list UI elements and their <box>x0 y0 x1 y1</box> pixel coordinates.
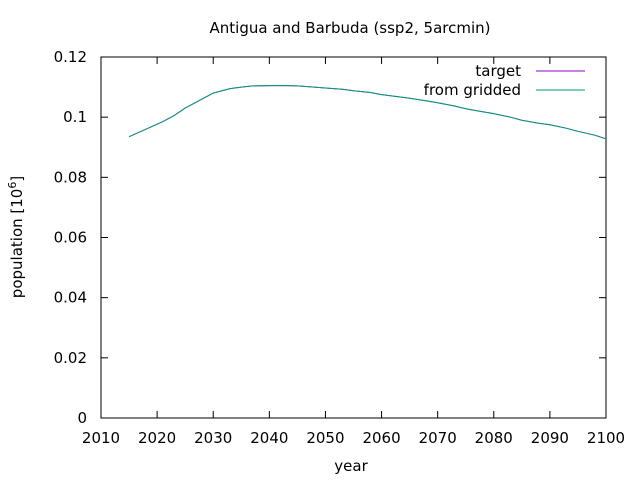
legend: target from gridded <box>424 62 585 99</box>
y-tick-label: 0 <box>77 409 87 427</box>
plot-frame <box>100 56 607 419</box>
y-axis-label-main: population [10 <box>8 189 26 299</box>
x-tick-label: 2100 <box>587 429 625 447</box>
y-tick-label: 0.1 <box>63 108 87 126</box>
y-axis-label-superscript: 6 <box>6 182 19 189</box>
legend-label-target: target <box>475 62 521 80</box>
series-lines <box>128 85 607 140</box>
x-tick-label: 2070 <box>419 429 457 447</box>
y-axis-label-end: ] <box>8 176 26 182</box>
x-axis-label: year <box>334 457 368 475</box>
y-axis-label: population [106] <box>6 176 26 298</box>
x-tick-label: 2050 <box>306 429 344 447</box>
y-tick-label: 0.04 <box>54 289 87 307</box>
x-tick-label: 2020 <box>138 429 176 447</box>
series-line-target <box>128 85 607 140</box>
legend-label-from-gridded: from gridded <box>424 81 521 99</box>
axis-ticks: 2010 2020 2030 2040 2050 2060 2070 2080 2090 2100… <box>54 48 626 447</box>
chart-title: Antigua and Barbuda (ssp2, 5arcmin) <box>210 19 491 37</box>
y-tick-label: 0.06 <box>54 229 87 247</box>
y-tick-label: 0.08 <box>54 168 87 186</box>
x-tick-label: 2090 <box>531 429 569 447</box>
series-line-from-gridded <box>128 85 607 140</box>
y-tick-label: 0.02 <box>54 349 87 367</box>
y-tick-label: 0.12 <box>54 48 87 66</box>
x-tick-label: 2080 <box>475 429 513 447</box>
x-tick-label: 2040 <box>250 429 288 447</box>
x-tick-label: 2060 <box>362 429 400 447</box>
x-tick-label: 2010 <box>82 429 120 447</box>
x-tick-label: 2030 <box>194 429 232 447</box>
